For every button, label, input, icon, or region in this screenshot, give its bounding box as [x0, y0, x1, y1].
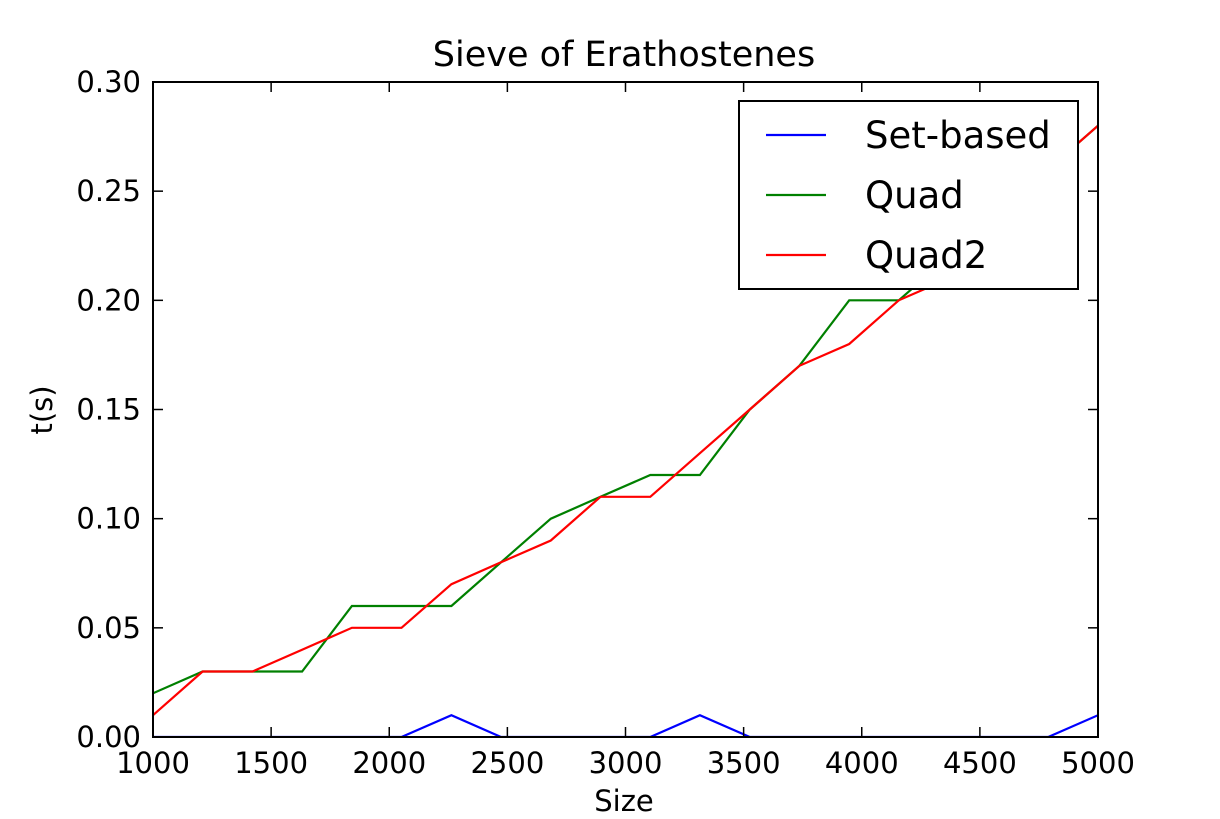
- x-tick-label: 2500: [470, 746, 544, 780]
- x-tick-label: 1500: [234, 746, 308, 780]
- x-tick-label: 3000: [589, 746, 663, 780]
- legend-label: Quad: [865, 174, 964, 217]
- legend-label: Quad2: [865, 234, 987, 277]
- x-tick-label: 2000: [352, 746, 426, 780]
- y-tick-label: 0.30: [76, 65, 141, 99]
- x-tick-label: 4000: [825, 746, 899, 780]
- y-tick-label: 0.10: [76, 502, 141, 536]
- legend: Set-based Quad Quad2: [738, 100, 1079, 290]
- x-tick-label: 5000: [1061, 746, 1135, 780]
- y-tick-label: 0.15: [76, 393, 141, 427]
- y-tick-label: 0.05: [76, 611, 141, 645]
- x-tick-label: 1000: [116, 746, 190, 780]
- y-axis-label: t(s): [25, 385, 59, 434]
- legend-label: Set-based: [865, 114, 1051, 157]
- chart-title: Sieve of Erathostenes: [433, 35, 815, 75]
- x-axis-label: Size: [594, 784, 654, 818]
- y-tick-label: 0.20: [76, 283, 141, 317]
- x-tick-label: 4500: [943, 746, 1017, 780]
- y-tick-label: 0.00: [76, 720, 141, 754]
- axis-ticks: 1000 1500 2000 2500 3000 3500 4000 4500 5000 0.00…: [76, 65, 1134, 780]
- y-tick-label: 0.25: [76, 174, 141, 208]
- x-tick-label: 3500: [707, 746, 781, 780]
